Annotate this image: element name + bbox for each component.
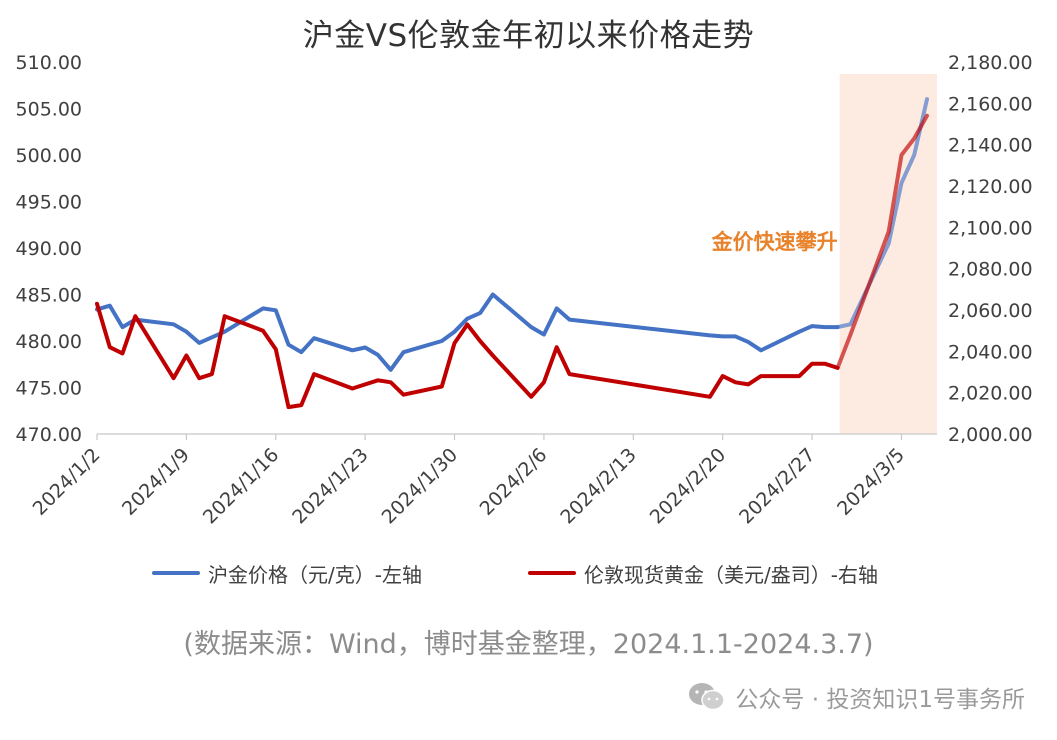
right-axis-tick-label: 2,120.00 <box>948 176 1033 198</box>
left-axis-tick-label: 510.00 <box>16 52 82 74</box>
right-axis-tick-label: 2,000.00 <box>948 424 1033 446</box>
right-axis-tick-label: 2,160.00 <box>948 93 1033 115</box>
right-axis-tick-label: 2,060.00 <box>948 300 1033 322</box>
left-axis-tick-label: 500.00 <box>16 145 82 167</box>
left-axis-tick-label: 475.00 <box>16 378 82 400</box>
left-axis-tick-label: 470.00 <box>16 424 82 446</box>
x-axis-tick-label: 2024/1/2 <box>29 444 105 520</box>
chart-title: 沪金VS伦敦金年初以来价格走势 <box>302 18 755 54</box>
right-axis-tick-label: 2,020.00 <box>948 383 1033 405</box>
series-layer <box>95 97 929 410</box>
wechat-icon <box>689 683 726 711</box>
x-axis-tick-label: 2024/3/5 <box>833 444 909 520</box>
legend-swatch-london-gold <box>528 571 576 575</box>
line-chart: 510.00 505.00 500.00 495.00 490.00 485.00 480.… <box>16 52 1033 528</box>
series-line-london-gold <box>95 301 840 410</box>
source-note: (数据来源：Wind，博时基金整理，2024.1.1-2024.3.7) <box>183 629 874 660</box>
legend-item-shfe-gold: 沪金价格（元/克）-左轴 <box>152 558 422 588</box>
x-axis-tick-label: 2024/2/6 <box>476 444 552 520</box>
left-axis-tick-label: 490.00 <box>16 238 82 260</box>
legend-swatch-shfe-gold <box>152 571 200 575</box>
x-axis-tick-label: 2024/1/9 <box>118 444 194 520</box>
legend-label-shfe-gold: 沪金价格（元/克）-左轴 <box>208 562 422 587</box>
x-axis-tick-label: 2024/1/16 <box>199 444 283 528</box>
chart-annotation: 金价快速攀升 <box>711 230 838 254</box>
right-axis-tick-label: 2,080.00 <box>948 259 1033 281</box>
legend-item-london-gold: 伦敦现货黄金（美元/盎司）-右轴 <box>528 558 878 588</box>
left-axis-tick-label: 480.00 <box>16 331 82 353</box>
right-axis-tick-label: 2,100.00 <box>948 217 1033 239</box>
x-axis-tick-label: 2024/2/13 <box>556 444 640 528</box>
x-axis-tick-label: 2024/1/30 <box>378 444 462 528</box>
right-axis-tick-label: 2,140.00 <box>948 135 1033 157</box>
left-axis-tick-label: 505.00 <box>16 99 82 121</box>
left-axis-tick-label: 495.00 <box>16 192 82 214</box>
series-line-shfe-gold-highlighted <box>835 97 929 330</box>
legend-label-london-gold: 伦敦现货黄金（美元/盎司）-右轴 <box>584 562 878 587</box>
right-axis-tick-label: 2,040.00 <box>948 341 1033 363</box>
x-axis-tick-label: 2024/2/27 <box>735 444 819 528</box>
series-line-shfe-gold <box>95 292 840 372</box>
x-axis-tick-label: 2024/1/23 <box>288 444 372 528</box>
footer: 公众号 · 投资知识1号事务所 <box>687 680 1025 714</box>
right-axis-tick-label: 2,180.00 <box>948 52 1033 74</box>
left-axis-tick-label: 485.00 <box>16 285 82 307</box>
x-axis-tick-label: 2024/2/20 <box>646 444 730 528</box>
footer-text: 公众号 · 投资知识1号事务所 <box>735 687 1025 713</box>
series-line-london-gold-highlighted <box>835 113 929 370</box>
